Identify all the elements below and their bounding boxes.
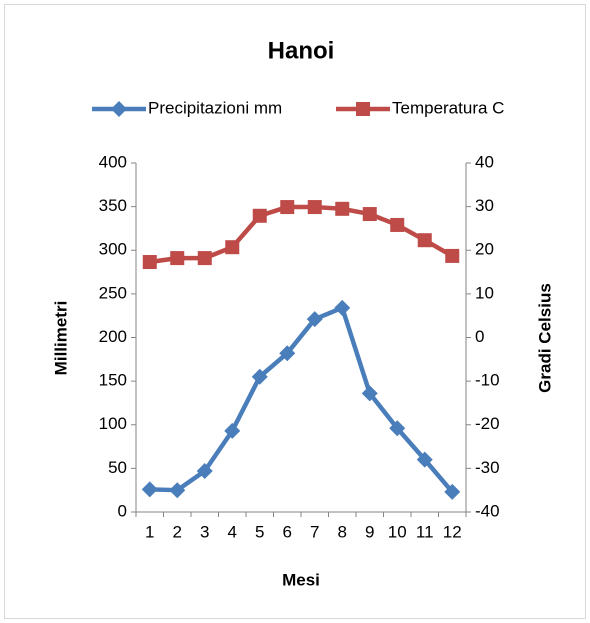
data-point [142, 255, 157, 270]
legend-marker [356, 102, 370, 116]
x-tick-label: 10 [388, 522, 407, 541]
y-tick-label: 350 [99, 196, 127, 215]
y-tick-label: 50 [108, 458, 127, 477]
data-point [251, 368, 268, 385]
y2-tick-label: -20 [475, 414, 500, 433]
data-point [224, 422, 241, 439]
legend-label: Temperatura C [392, 98, 504, 117]
y-tick-label: 200 [99, 327, 127, 346]
y-axis-title: Millimetri [51, 301, 70, 376]
y2-tick-label: 0 [475, 327, 484, 346]
data-point [170, 251, 185, 266]
y2-tick-label: -30 [475, 458, 500, 477]
data-point [417, 233, 432, 248]
y-tick-label: 0 [118, 501, 127, 520]
x-tick-label: 7 [310, 522, 319, 541]
x-tick-label: 11 [416, 522, 434, 541]
data-point [197, 251, 212, 266]
y2-tick-label: 40 [475, 152, 494, 171]
data-point [196, 462, 213, 479]
x-tick-label: 12 [443, 522, 462, 541]
x-tick-label: 3 [200, 522, 209, 541]
y2-tick-label: 30 [475, 196, 494, 215]
x-tick-label: 4 [228, 522, 237, 541]
x-tick-label: 1 [145, 522, 154, 541]
data-point [361, 385, 378, 402]
y-tick-label: 400 [99, 152, 127, 171]
data-point [335, 201, 350, 216]
data-point [389, 420, 406, 437]
legend-label: Precipitazioni mm [148, 98, 282, 117]
data-point [444, 483, 461, 500]
data-point [334, 299, 351, 316]
data-point [225, 240, 240, 255]
x-tick-label: 8 [338, 522, 347, 541]
data-point [306, 311, 323, 328]
x-tick-label: 9 [365, 522, 374, 541]
data-point [390, 217, 405, 232]
y2-tick-label: 10 [475, 283, 494, 302]
data-point [279, 345, 296, 362]
y-tick-label: 150 [99, 371, 127, 390]
y2-tick-label: -40 [475, 501, 500, 520]
data-point [280, 200, 295, 215]
data-point [252, 208, 267, 223]
y-tick-label: 250 [99, 283, 127, 302]
x-tick-label: 6 [283, 522, 292, 541]
data-point [416, 451, 433, 468]
chart-title: Hanoi [268, 37, 335, 64]
chart-border [4, 4, 586, 619]
y2-tick-label: -10 [475, 371, 500, 390]
x-tick-label: 5 [255, 522, 264, 541]
data-point [362, 207, 377, 222]
data-point [169, 482, 186, 499]
y-tick-label: 100 [99, 414, 127, 433]
data-point [445, 248, 460, 263]
x-axis-title: Mesi [282, 570, 320, 589]
y2-axis-title: Gradi Celsius [535, 283, 554, 393]
y-tick-label: 300 [99, 240, 127, 259]
x-tick-label: 2 [173, 522, 182, 541]
legend-marker [111, 101, 127, 117]
data-point [307, 200, 322, 215]
data-point [141, 481, 158, 498]
y2-tick-label: 20 [475, 240, 494, 259]
